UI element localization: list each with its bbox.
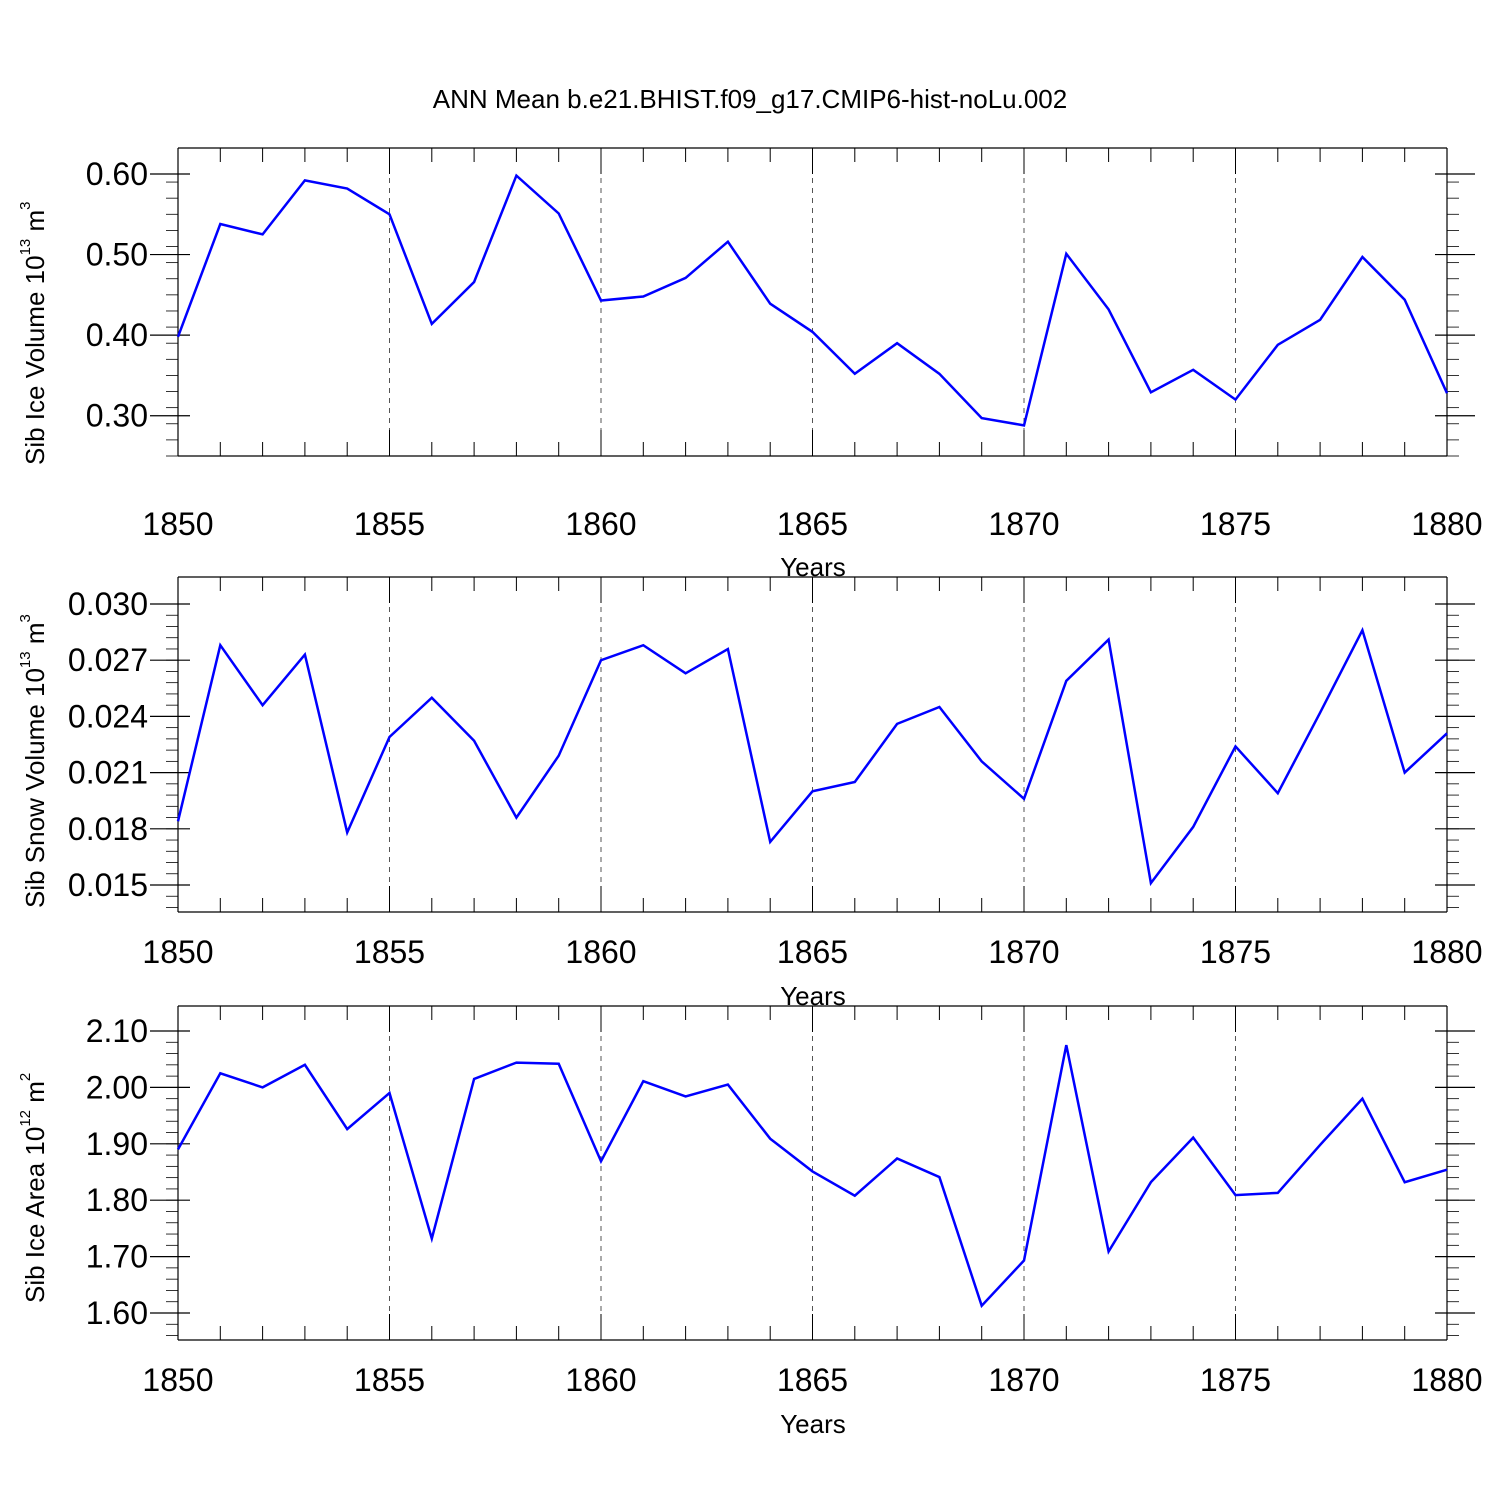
- x-tick-label: 1875: [1200, 934, 1271, 970]
- x-tick-label: 1850: [142, 506, 213, 542]
- x-tick-label: 1855: [354, 934, 425, 970]
- y-tick-label: 0.027: [68, 642, 148, 678]
- y-tick-label: 0.015: [68, 867, 148, 903]
- y-tick-label: 0.024: [68, 698, 148, 734]
- panel-3-x-axis-label: Years: [780, 1409, 846, 1439]
- chart-panel-2: 0.015 0.018 0.021 0.024 0.027 0.030 1850 1855 18…: [68, 576, 1483, 970]
- x-tick-label: 1865: [777, 506, 848, 542]
- y-tick-label: 0.60: [86, 156, 148, 192]
- x-tick-label: 1870: [988, 1362, 1059, 1398]
- x-tick-label: 1865: [777, 934, 848, 970]
- y-tick-label: 2.00: [86, 1069, 148, 1105]
- y-tick-label: 1.60: [86, 1295, 148, 1331]
- x-tick-label: 1880: [1411, 1362, 1482, 1398]
- y-tick-label: 1.80: [86, 1182, 148, 1218]
- y-tick-label: 0.40: [86, 317, 148, 353]
- x-tick-label: 1870: [988, 506, 1059, 542]
- panel-1-x-axis-label: Years: [780, 552, 846, 582]
- x-tick-label: 1875: [1200, 1362, 1271, 1398]
- chart-panel-1: 0.30 0.40 0.50 0.60 1850 1855 1860 1865 1870 1875…: [86, 147, 1483, 542]
- y-tick-label: 2.10: [86, 1013, 148, 1049]
- x-tick-label: 1860: [565, 934, 636, 970]
- x-tick-label: 1880: [1411, 934, 1482, 970]
- panel-1-y-axis-label: Sib Ice Volume 1013 m3: [17, 201, 50, 466]
- x-tick-label: 1875: [1200, 506, 1271, 542]
- panel-2-y-axis-label: Sib Snow Volume 1013 m3: [17, 614, 50, 908]
- chart-panel-3: 1.60 1.70 1.80 1.90 2.00 2.10 1850 1855 1860 1865…: [86, 1005, 1483, 1398]
- y-tick-label: 0.018: [68, 811, 148, 847]
- y-tick-label: 0.50: [86, 237, 148, 273]
- x-tick-label: 1865: [777, 1362, 848, 1398]
- panel-2-x-axis-label: Years: [780, 981, 846, 1011]
- x-tick-label: 1850: [142, 934, 213, 970]
- panel-3-y-axis-label: Sib Ice Area 1012 m2: [17, 1072, 50, 1303]
- y-tick-label: 0.021: [68, 755, 148, 791]
- x-tick-label: 1860: [565, 1362, 636, 1398]
- x-tick-label: 1850: [142, 1362, 213, 1398]
- y-tick-label: 1.70: [86, 1239, 148, 1275]
- x-tick-label: 1870: [988, 934, 1059, 970]
- x-tick-label: 1855: [354, 506, 425, 542]
- x-tick-label: 1860: [565, 506, 636, 542]
- y-tick-label: 1.90: [86, 1126, 148, 1162]
- y-tick-label: 0.030: [68, 586, 148, 622]
- y-tick-label: 0.30: [86, 398, 148, 434]
- series-line: [176, 173, 1449, 427]
- x-tick-label: 1855: [354, 1362, 425, 1398]
- x-tick-label: 1880: [1411, 506, 1482, 542]
- figure-title: ANN Mean b.e21.BHIST.f09_g17.CMIP6-hist-…: [432, 84, 1068, 114]
- series-line: [176, 1044, 1448, 1309]
- series-line: [176, 626, 1448, 887]
